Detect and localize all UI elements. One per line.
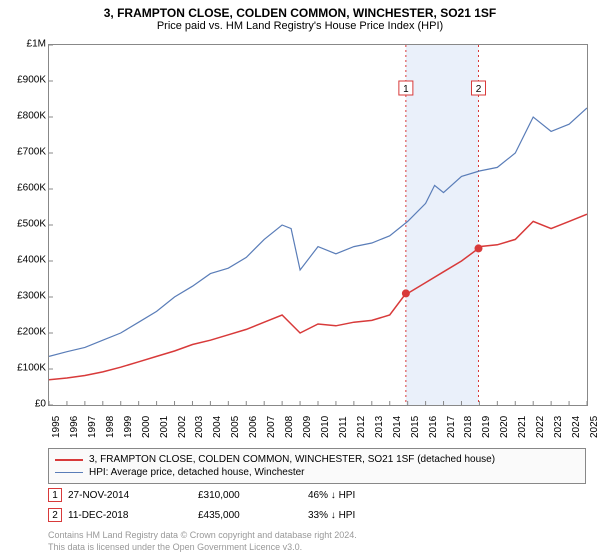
x-tick-label: 2019 — [481, 416, 492, 438]
sale-price: £310,000 — [198, 490, 308, 501]
x-tick-label: 2021 — [517, 416, 528, 438]
x-tick-label: 2003 — [194, 416, 205, 438]
x-tick-label: 2009 — [302, 416, 313, 438]
x-tick-label: 2023 — [553, 416, 564, 438]
y-tick-label: £1M — [27, 39, 46, 50]
x-tick-label: 1996 — [69, 416, 80, 438]
chart-container: 3, FRAMPTON CLOSE, COLDEN COMMON, WINCHE… — [0, 0, 600, 560]
x-tick-label: 2012 — [356, 416, 367, 438]
x-tick-label: 2008 — [284, 416, 295, 438]
x-tick-label: 1997 — [87, 416, 98, 438]
sale-date: 11-DEC-2018 — [68, 510, 198, 521]
sale-date: 27-NOV-2014 — [68, 490, 198, 501]
sale-row: 2 11-DEC-2018 £435,000 33% ↓ HPI — [48, 508, 586, 522]
x-tick-label: 2011 — [338, 416, 349, 438]
y-tick-label: £400K — [17, 255, 46, 266]
svg-text:1: 1 — [403, 84, 409, 95]
attribution-line: Contains HM Land Registry data © Crown c… — [48, 530, 357, 540]
sale-price: £435,000 — [198, 510, 308, 521]
y-tick-label: £300K — [17, 291, 46, 302]
legend-label: 3, FRAMPTON CLOSE, COLDEN COMMON, WINCHE… — [89, 454, 495, 465]
sale-row: 1 27-NOV-2014 £310,000 46% ↓ HPI — [48, 488, 586, 502]
svg-text:2: 2 — [476, 84, 482, 95]
x-tick-label: 1995 — [51, 416, 62, 438]
legend-swatch — [55, 459, 83, 461]
x-tick-label: 2006 — [248, 416, 259, 438]
x-tick-label: 1998 — [105, 416, 116, 438]
sale-diff: 46% ↓ HPI — [308, 490, 355, 501]
y-tick-label: £0 — [35, 399, 46, 410]
plot-svg: 12 — [49, 45, 587, 405]
x-tick-label: 2001 — [159, 416, 170, 438]
x-tick-label: 2018 — [463, 416, 474, 438]
legend-row: HPI: Average price, detached house, Winc… — [55, 466, 579, 479]
attribution: Contains HM Land Registry data © Crown c… — [48, 530, 586, 553]
y-tick-label: £800K — [17, 111, 46, 122]
y-tick-label: £200K — [17, 327, 46, 338]
legend-label: HPI: Average price, detached house, Winc… — [89, 467, 305, 478]
chart-title: 3, FRAMPTON CLOSE, COLDEN COMMON, WINCHE… — [0, 0, 600, 20]
x-tick-label: 2004 — [212, 416, 223, 438]
y-tick-label: £500K — [17, 219, 46, 230]
x-tick-label: 2024 — [571, 416, 582, 438]
x-tick-label: 1999 — [123, 416, 134, 438]
x-tick-label: 2015 — [410, 416, 421, 438]
legend-row: 3, FRAMPTON CLOSE, COLDEN COMMON, WINCHE… — [55, 453, 579, 466]
chart-subtitle: Price paid vs. HM Land Registry's House … — [0, 20, 600, 36]
x-tick-label: 2025 — [589, 416, 600, 438]
sale-marker-box: 1 — [48, 488, 62, 502]
x-tick-label: 2010 — [320, 416, 331, 438]
y-tick-label: £600K — [17, 183, 46, 194]
x-tick-label: 2005 — [230, 416, 241, 438]
plot-area: 12 — [48, 44, 588, 406]
x-tick-label: 2017 — [446, 416, 457, 438]
y-tick-label: £100K — [17, 363, 46, 374]
x-tick-label: 2002 — [177, 416, 188, 438]
attribution-line: This data is licensed under the Open Gov… — [48, 542, 302, 552]
x-tick-label: 2014 — [392, 416, 403, 438]
sale-marker-box: 2 — [48, 508, 62, 522]
x-tick-label: 2007 — [266, 416, 277, 438]
legend-box: 3, FRAMPTON CLOSE, COLDEN COMMON, WINCHE… — [48, 448, 586, 484]
x-tick-label: 2016 — [428, 416, 439, 438]
x-tick-label: 2013 — [374, 416, 385, 438]
x-tick-label: 2000 — [141, 416, 152, 438]
x-tick-label: 2022 — [535, 416, 546, 438]
y-tick-label: £900K — [17, 75, 46, 86]
x-tick-label: 2020 — [499, 416, 510, 438]
legend-swatch — [55, 472, 83, 473]
y-tick-label: £700K — [17, 147, 46, 158]
sale-diff: 33% ↓ HPI — [308, 510, 355, 521]
